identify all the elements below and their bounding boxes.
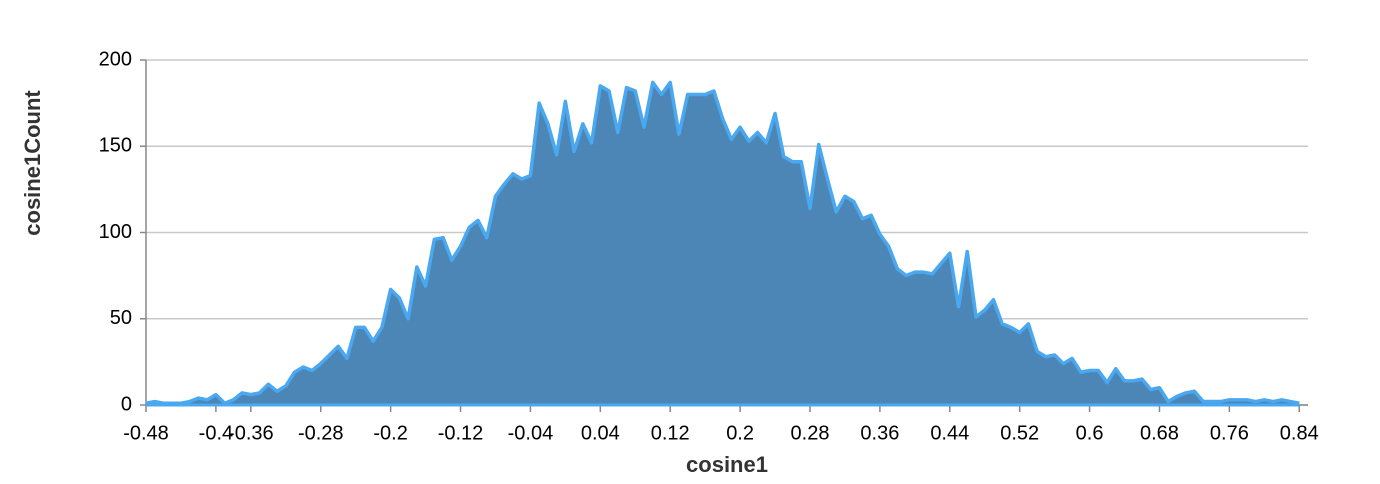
x-tick-label: 0.12: [651, 422, 690, 444]
y-tick-label: 200: [99, 48, 132, 70]
area: [146, 82, 1300, 406]
y-tick-label: 50: [110, 307, 132, 329]
x-tick-label: 0.76: [1210, 422, 1249, 444]
y-tick-label: 150: [99, 135, 132, 157]
area-line: [145, 80, 1300, 406]
x-tick-label: 0.52: [1000, 422, 1039, 444]
x-tick-label: -0.12: [438, 422, 484, 444]
y-tick-label: 100: [99, 221, 132, 243]
x-tick-label: 0.84: [1280, 422, 1319, 444]
x-axis-title: cosine1: [686, 452, 768, 477]
x-tick-label: -0.48: [123, 422, 169, 444]
y-tick-label: 0: [121, 393, 132, 415]
x-tick-label: -0.4: [199, 422, 233, 444]
x-tick-label: 0.68: [1140, 422, 1179, 444]
x-tick-label: 0.04: [581, 422, 620, 444]
x-tick-label: -0.36: [228, 422, 274, 444]
x-tick-label: -0.04: [508, 422, 554, 444]
x-tick-label: 0.2: [726, 422, 754, 444]
x-tick-label: 0.36: [860, 422, 899, 444]
x-tick-label: 0.28: [791, 422, 830, 444]
x-tick-label: 0.6: [1076, 422, 1104, 444]
x-tick-label: 0.44: [930, 422, 969, 444]
x-tick-label: -0.2: [373, 422, 407, 444]
y-axis-title: cosine1Count: [20, 90, 45, 236]
x-tick-label: -0.28: [298, 422, 344, 444]
